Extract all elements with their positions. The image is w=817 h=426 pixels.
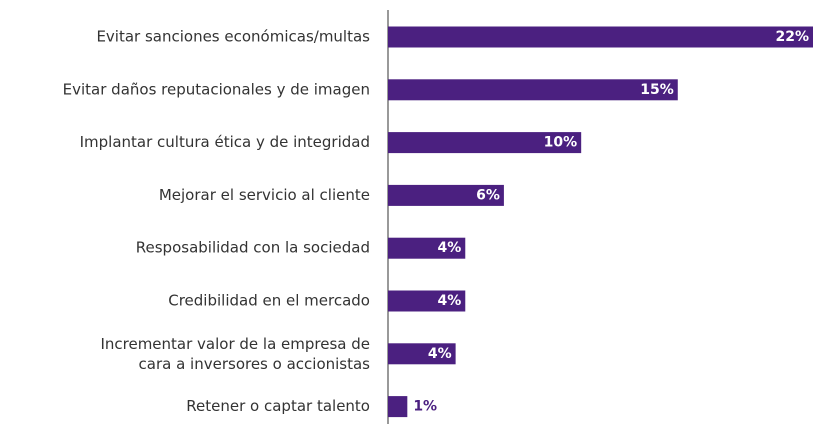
category-label: Evitar daños reputacionales y de imagen	[63, 80, 370, 98]
value-label: 22%	[775, 29, 809, 45]
bar	[388, 290, 466, 312]
value-label: 15%	[640, 82, 674, 98]
category-label: Evitar sanciones económicas/multas	[96, 28, 370, 46]
bar	[388, 396, 408, 418]
bar	[388, 343, 456, 365]
bar	[388, 26, 813, 48]
category-label: Incrementar valor de la empresa de cara a…	[100, 334, 370, 372]
category-label: Credibilidad en el mercado	[168, 292, 370, 310]
category-label: Resposabilidad con la sociedad	[136, 239, 370, 257]
bar	[388, 79, 678, 101]
value-label: 4%	[437, 240, 461, 256]
value-label: 10%	[544, 135, 578, 151]
category-label: Implantar cultura ética y de integridad	[80, 133, 370, 151]
bar	[388, 237, 466, 259]
category-label: Mejorar el servicio al cliente	[159, 186, 370, 204]
value-label: 6%	[476, 187, 500, 203]
value-label: 1%	[413, 399, 437, 415]
value-label: 4%	[428, 346, 452, 362]
bar	[388, 184, 504, 206]
bar	[388, 132, 582, 154]
category-label: Retener o captar talento	[186, 397, 370, 415]
value-label: 4%	[437, 293, 461, 309]
